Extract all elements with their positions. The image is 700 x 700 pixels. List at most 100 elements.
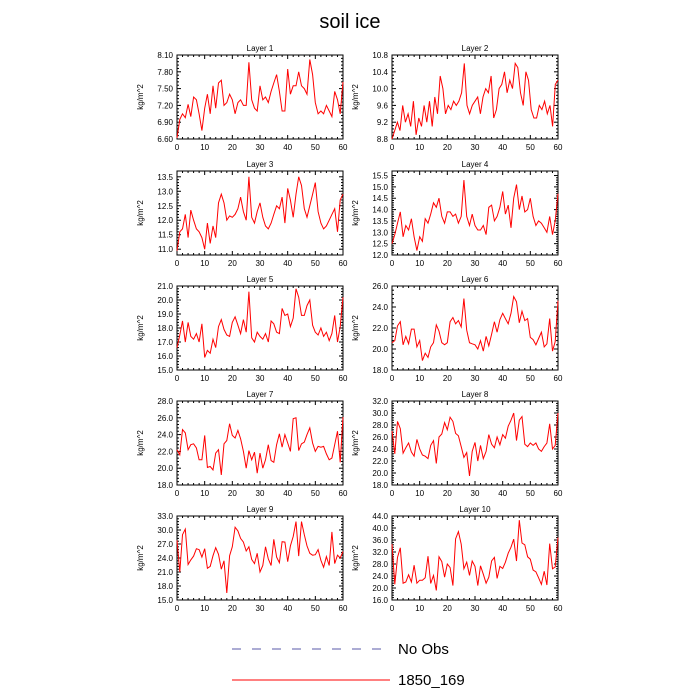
x-tick-label: 20 xyxy=(228,143,237,152)
legend: No Obs 1850_169 xyxy=(232,641,465,689)
panel-title: Layer 5 xyxy=(247,275,274,284)
x-tick-label: 60 xyxy=(339,489,348,498)
y-tick-label: 10.0 xyxy=(372,85,388,94)
y-tick-label: 12.5 xyxy=(157,202,173,211)
y-tick-label: 20.0 xyxy=(157,296,173,305)
y-axis-label: kg/m^2 xyxy=(136,315,145,341)
y-axis-label: kg/m^2 xyxy=(136,200,145,226)
x-tick-label: 10 xyxy=(200,604,209,613)
x-tick-label: 10 xyxy=(415,604,424,613)
plot-frame xyxy=(391,170,559,256)
panel-layer-7: Layer 7 kg/m^2 0 10 20 30 40 50 60 18.0 20.0 22.0 24… xyxy=(136,390,348,498)
y-tick-label: 20.0 xyxy=(372,584,388,593)
y-tick-label: 15.5 xyxy=(372,172,388,181)
x-tick-label: 30 xyxy=(471,143,480,152)
y-tick-label: 20.0 xyxy=(372,345,388,354)
y-tick-label: 20.0 xyxy=(372,469,388,478)
x-tick-label: 40 xyxy=(498,143,507,152)
plot-frame xyxy=(391,515,559,601)
panel-layer-10: Layer 10 kg/m^2 0 10 20 30 40 50 60 16.0 20.0 24.0 2… xyxy=(351,505,563,613)
y-tick-label: 28.0 xyxy=(157,397,173,406)
y-tick-label: 18.0 xyxy=(372,366,388,375)
x-tick-label: 60 xyxy=(339,259,348,268)
x-tick-label: 50 xyxy=(311,604,320,613)
y-tick-label: 44.0 xyxy=(372,512,388,521)
x-tick-label: 60 xyxy=(554,374,563,383)
x-tick-label: 30 xyxy=(256,489,265,498)
x-tick-label: 0 xyxy=(175,259,180,268)
y-tick-label: 15.0 xyxy=(157,596,173,605)
y-tick-label: 11.5 xyxy=(158,231,174,240)
panel-layer-2: Layer 2 kg/m^2 0 10 20 30 40 50 60 8.8 9.2 9.6 10.0 1… xyxy=(351,44,563,152)
series-line-1850-169 xyxy=(391,412,559,477)
x-tick-label: 30 xyxy=(256,143,265,152)
plot-frame xyxy=(391,285,559,371)
series-line-1850-169 xyxy=(391,294,559,361)
x-tick-label: 20 xyxy=(228,604,237,613)
y-tick-label: 16.0 xyxy=(372,596,388,605)
y-tick-label: 13.0 xyxy=(372,228,388,237)
x-tick-label: 60 xyxy=(554,259,563,268)
panel-grid: Layer 1 kg/m^2 0 10 20 30 40 50 60 6.60 6.90 7.20 7.… xyxy=(136,44,563,613)
x-tick-label: 30 xyxy=(471,604,480,613)
y-axis-label: kg/m^2 xyxy=(351,200,360,226)
x-tick-label: 60 xyxy=(554,604,563,613)
x-tick-label: 10 xyxy=(200,489,209,498)
y-axis-label: kg/m^2 xyxy=(351,430,360,456)
x-tick-label: 40 xyxy=(283,604,292,613)
y-axis-label: kg/m^2 xyxy=(351,315,360,341)
x-tick-label: 40 xyxy=(498,489,507,498)
series-line-1850-169 xyxy=(391,520,559,591)
x-tick-label: 0 xyxy=(175,143,180,152)
y-tick-label: 30.0 xyxy=(157,526,173,535)
x-tick-label: 60 xyxy=(339,374,348,383)
y-tick-label: 13.5 xyxy=(157,173,173,182)
panel-layer-3: Layer 3 kg/m^2 0 10 20 30 40 50 60 11.0 11.5 12.0 12… xyxy=(136,160,348,268)
plot-frame xyxy=(176,400,344,486)
y-tick-label: 8.10 xyxy=(157,51,173,60)
x-tick-label: 60 xyxy=(339,143,348,152)
y-tick-label: 10.4 xyxy=(372,68,388,77)
x-tick-label: 10 xyxy=(200,259,209,268)
y-tick-label: 27.0 xyxy=(157,540,173,549)
panel-title: Layer 6 xyxy=(462,275,489,284)
x-tick-label: 0 xyxy=(390,143,395,152)
panel-layer-6: Layer 6 kg/m^2 0 10 20 30 40 50 60 18.0 20.0 22.0 24… xyxy=(351,275,563,383)
x-tick-label: 0 xyxy=(175,604,180,613)
y-tick-label: 24.0 xyxy=(372,303,388,312)
x-tick-label: 10 xyxy=(200,143,209,152)
x-tick-label: 40 xyxy=(498,259,507,268)
y-axis-label: kg/m^2 xyxy=(136,430,145,456)
x-tick-label: 0 xyxy=(390,259,395,268)
y-tick-label: 7.20 xyxy=(157,101,173,110)
y-tick-label: 30.0 xyxy=(372,409,388,418)
y-axis-label: kg/m^2 xyxy=(351,545,360,571)
x-tick-label: 40 xyxy=(283,259,292,268)
plot-frame xyxy=(391,54,559,140)
x-tick-label: 30 xyxy=(471,489,480,498)
panel-title: Layer 8 xyxy=(462,390,489,399)
x-tick-label: 50 xyxy=(311,374,320,383)
y-tick-label: 28.0 xyxy=(372,421,388,430)
y-tick-label: 26.0 xyxy=(372,282,388,291)
y-tick-label: 12.5 xyxy=(372,240,388,249)
x-tick-label: 20 xyxy=(228,374,237,383)
y-tick-label: 22.0 xyxy=(372,457,388,466)
x-tick-label: 20 xyxy=(443,604,452,613)
legend-label-1850-169: 1850_169 xyxy=(398,672,465,689)
y-tick-label: 24.0 xyxy=(372,445,388,454)
series-line-1850-169 xyxy=(176,59,344,138)
panel-layer-4: Layer 4 kg/m^2 0 10 20 30 40 50 60 12.0 12.5 13.0 13… xyxy=(351,160,563,268)
y-tick-label: 16.0 xyxy=(157,352,173,361)
y-tick-label: 20.0 xyxy=(157,464,173,473)
y-tick-label: 36.0 xyxy=(372,536,388,545)
x-tick-label: 0 xyxy=(390,604,395,613)
y-tick-label: 15.0 xyxy=(372,183,388,192)
y-tick-label: 18.0 xyxy=(157,481,173,490)
x-tick-label: 30 xyxy=(256,374,265,383)
plot-frame xyxy=(176,54,344,140)
y-tick-label: 10.8 xyxy=(372,51,388,60)
panel-layer-5: Layer 5 kg/m^2 0 10 20 30 40 50 60 15.0 16.0 17.0 18… xyxy=(136,275,348,383)
x-tick-label: 10 xyxy=(415,374,424,383)
y-tick-label: 19.0 xyxy=(157,310,173,319)
